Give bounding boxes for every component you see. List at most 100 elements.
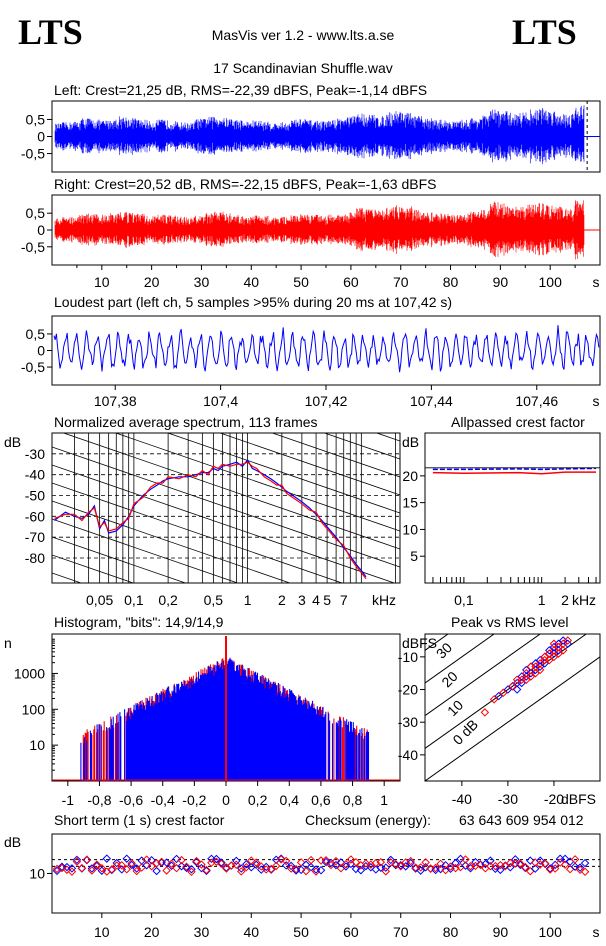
y-tick-label: 0,5 — [26, 111, 46, 127]
crest-point-right — [167, 859, 176, 868]
spectrum-panel: -30 -40 -50 -60 -70 -80 0,05 0,1 0,2 0,5 1 2 3 4 5 7 kHz — [25, 432, 401, 608]
slope-line — [52, 518, 239, 583]
x-tick-label: -0,2 — [182, 792, 206, 808]
x-tick-label: 5 — [323, 592, 331, 608]
y-tick-label: -0,5 — [21, 359, 45, 375]
crest-point-left — [580, 858, 590, 868]
x-tick-label: 30 — [194, 924, 210, 940]
x-tick-label: 50 — [293, 274, 309, 290]
crest-point-right — [416, 863, 425, 872]
crest-point-left — [52, 866, 62, 876]
histogram-title: Histogram, "bits": 14,9/14,9 — [54, 614, 224, 630]
x-tick-label: 10 — [94, 924, 110, 940]
crest-diagonal-line — [425, 634, 588, 749]
right-waveform-panel: 0,50-0,5 10 20 30 40 50 60 70 80 90 100 s — [21, 194, 601, 290]
slope-line — [52, 482, 344, 583]
scatter-point-right — [480, 708, 490, 717]
crest-point-left — [286, 861, 296, 871]
x-tick-label: 80 — [443, 274, 459, 290]
crest-point-right — [306, 855, 316, 865]
crest-point-right — [112, 861, 122, 870]
plot-frame — [424, 432, 601, 584]
y-tick-label: -0,5 — [21, 239, 45, 255]
slope-line — [114, 433, 400, 532]
scatter-point-right — [517, 675, 526, 684]
crest-point-right — [516, 859, 525, 868]
histogram-bars-left — [80, 657, 370, 781]
left-waveform-panel: 0,5 0-0,5 — [21, 100, 601, 173]
slope-line — [218, 433, 400, 496]
x-tick-label: 100 — [539, 274, 563, 290]
x-tick-label: -0,4 — [151, 792, 175, 808]
y-tick-label: -60 — [25, 508, 45, 524]
y-tick-label: -50 — [25, 488, 45, 504]
crest-point-left — [57, 862, 67, 872]
plot-frame — [51, 432, 401, 584]
slope-line — [52, 536, 187, 583]
x-tick-label: 40 — [243, 274, 259, 290]
x-tick-label: -40 — [452, 791, 472, 807]
plot-frame — [51, 315, 601, 386]
x-tick-label: 60 — [343, 274, 359, 290]
crest-point-left — [456, 854, 465, 864]
x-tick-label: 0,5 — [204, 592, 224, 608]
y-tick-label: 5 — [410, 548, 418, 564]
crest-point-left — [217, 858, 226, 867]
app-title: MasVis ver 1.2 - www.lts.a.se — [212, 27, 395, 43]
peakrms-ylabel: dBFS — [402, 635, 437, 651]
y-tick-label: 0,5 — [26, 326, 46, 342]
x-tick-label: 0,2 — [158, 592, 178, 608]
scatter-point-right — [526, 662, 536, 671]
crest-point-right — [147, 862, 156, 871]
x-tick-label: s — [593, 274, 600, 290]
crest-point-right — [421, 858, 430, 867]
crest-point-right — [381, 867, 391, 876]
x-tick-label: 90 — [493, 274, 509, 290]
y-tick-label: 1000 — [14, 665, 45, 681]
crest-point-right — [291, 864, 301, 874]
x-tick-label: 107,4 — [203, 393, 238, 409]
crest-point-right — [187, 867, 196, 877]
y-tick-label: 15 — [402, 495, 418, 511]
crest-point-right — [466, 861, 475, 871]
crest-point-right — [87, 866, 97, 875]
y-tick-label: 0 — [37, 222, 45, 238]
y-tick-label: -40 — [398, 747, 418, 763]
diagonal-label: 0 dB — [449, 716, 481, 748]
crest-point-right — [461, 855, 470, 864]
crest-point-right — [97, 864, 107, 873]
spectrum-ylabel: dB — [4, 434, 21, 450]
x-tick-label: 7 — [340, 592, 348, 608]
scatter-point-left — [494, 691, 503, 701]
peakrms-xlabel: dBFS — [561, 791, 596, 807]
x-tick-label: 0,1 — [454, 592, 474, 608]
crest-point-left — [356, 865, 366, 875]
crest-point-right — [232, 860, 241, 870]
x-tick-label: 30 — [194, 274, 210, 290]
crest-point-right — [192, 856, 201, 866]
crest-point-right — [162, 866, 171, 875]
y-tick-label: 0 — [37, 129, 45, 145]
y-tick-label: -30 — [25, 446, 45, 462]
spectrum-series-right — [54, 461, 367, 580]
crest-point-right — [252, 858, 261, 867]
crest-point-right — [77, 863, 87, 873]
crest-point-right — [132, 866, 141, 876]
scatter-point-right — [512, 675, 522, 684]
allpass-series-right — [432, 471, 596, 475]
crest-point-right — [217, 859, 226, 869]
crest-point-right — [570, 855, 580, 864]
crest-point-right — [271, 861, 281, 871]
x-tick-label: 107,42 — [305, 393, 348, 409]
crest-point-right — [326, 860, 336, 870]
scatter-point-right — [531, 668, 540, 678]
x-tick-label: 4 — [312, 592, 320, 608]
crest-point-left — [202, 866, 211, 876]
crest-point-left — [157, 858, 166, 867]
y-tick-label: -80 — [25, 550, 45, 566]
crest-point-left — [406, 858, 415, 868]
scatter-point-right — [549, 652, 559, 662]
scatter-point-right — [558, 639, 568, 649]
crest-point-right — [351, 857, 361, 867]
